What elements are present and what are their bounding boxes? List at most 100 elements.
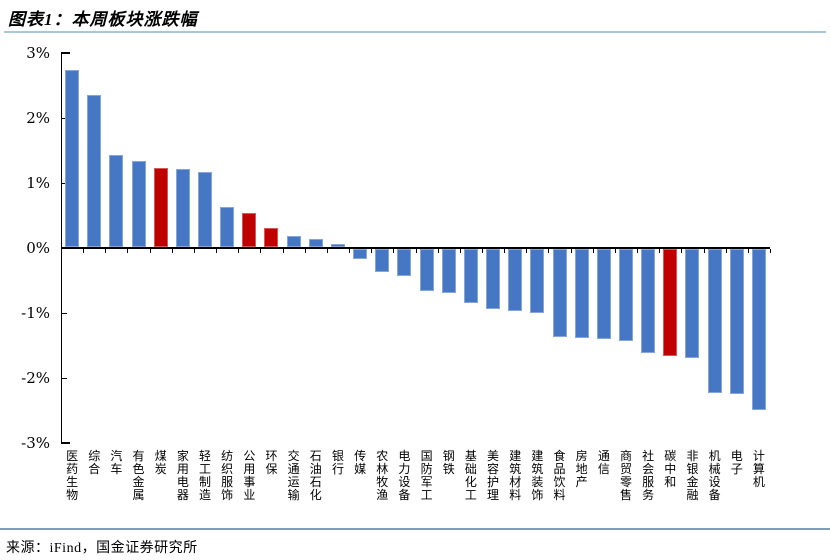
y-axis-label: -2%	[21, 369, 50, 387]
category-label-建筑材料: 建筑材料	[509, 449, 522, 502]
bar-国防军工	[419, 249, 434, 292]
bar-农林牧渔	[375, 249, 390, 272]
category-label-国防军工: 国防军工	[420, 449, 433, 502]
category-label-汽车: 汽车	[110, 449, 123, 476]
bar-机械设备	[707, 249, 722, 393]
category-label-房地产: 房地产	[575, 449, 588, 489]
x-axis-tick	[725, 249, 727, 253]
category-label-社会服务: 社会服务	[642, 449, 655, 502]
category-label-传媒: 传媒	[354, 449, 367, 476]
x-axis-tick	[703, 249, 705, 253]
category-label-交通运输: 交通运输	[287, 449, 300, 502]
x-axis-tick	[216, 249, 218, 253]
x-axis-tick	[770, 249, 771, 253]
x-axis-tick	[326, 249, 328, 253]
x-axis-line	[61, 247, 770, 249]
bar-建筑装饰	[530, 249, 545, 313]
y-axis-label: -1%	[21, 304, 50, 322]
x-axis-tick	[637, 249, 639, 253]
bar-基础化工	[463, 249, 478, 303]
x-axis-tick	[459, 249, 461, 253]
category-label-医药生物: 医药生物	[66, 449, 79, 502]
footer-separator-line	[0, 528, 830, 530]
bar-传媒	[353, 249, 368, 259]
x-axis-tick	[149, 249, 151, 253]
bar-环保	[264, 227, 279, 247]
x-axis-tick	[504, 249, 506, 253]
title-separator-line	[4, 31, 826, 33]
category-label-轻工制造: 轻工制造	[199, 449, 212, 502]
x-axis-tick	[171, 249, 173, 253]
bar-家用电器	[175, 169, 190, 247]
x-axis-tick	[105, 249, 107, 253]
category-label-石油石化: 石油石化	[309, 449, 322, 502]
category-label-农林牧渔: 农林牧渔	[376, 449, 389, 502]
x-axis-tick	[747, 249, 749, 253]
y-axis-tick	[61, 183, 67, 184]
x-axis-tick	[349, 249, 351, 253]
bar-交通运输	[286, 235, 301, 247]
bar-社会服务	[641, 249, 656, 353]
x-axis-tick	[304, 249, 306, 253]
x-axis-tick	[83, 249, 85, 253]
y-axis-tick	[61, 52, 70, 54]
x-axis-tick	[437, 249, 439, 253]
y-axis-tick	[61, 378, 67, 379]
x-axis-tick	[61, 249, 62, 253]
bar-食品饮料	[552, 249, 567, 338]
y-axis-tick	[61, 118, 67, 119]
bar-纺织服饰	[220, 207, 235, 247]
category-label-碳中和: 碳中和	[664, 449, 677, 489]
category-label-电子: 电子	[730, 449, 743, 476]
category-label-综合: 综合	[88, 449, 101, 476]
category-label-商贸零售: 商贸零售	[619, 449, 632, 502]
x-axis-tick	[282, 249, 284, 253]
bar-有色金属	[131, 161, 146, 247]
y-axis-label: 2%	[26, 109, 50, 127]
x-axis-tick	[659, 249, 661, 253]
x-axis-tick	[238, 249, 240, 253]
bar-碳中和	[663, 249, 678, 357]
bar-轻工制造	[198, 172, 213, 247]
x-axis-tick	[193, 249, 195, 253]
bar-商贸零售	[618, 249, 633, 342]
x-axis-tick	[371, 249, 373, 253]
bar-公用事业	[242, 213, 257, 247]
category-label-美容护理: 美容护理	[487, 449, 500, 502]
x-axis-tick	[570, 249, 572, 253]
category-label-基础化工: 基础化工	[464, 449, 477, 502]
bar-医药生物	[65, 70, 80, 247]
x-axis-tick	[481, 249, 483, 253]
x-axis-tick	[614, 249, 616, 253]
bar-煤炭	[153, 167, 168, 247]
y-axis-tick	[61, 442, 70, 444]
category-label-家用电器: 家用电器	[176, 449, 189, 502]
category-label-钢铁: 钢铁	[442, 449, 455, 476]
category-label-建筑装饰: 建筑装饰	[531, 449, 544, 502]
x-axis-tick	[393, 249, 395, 253]
bar-计算机	[751, 249, 766, 410]
bar-非银金融	[685, 249, 700, 358]
x-axis-tick	[127, 249, 129, 253]
bar-美容护理	[486, 249, 501, 310]
category-label-通信: 通信	[597, 449, 610, 476]
bar-银行	[330, 243, 345, 247]
category-label-纺织服饰: 纺织服饰	[221, 449, 234, 502]
category-label-有色金属: 有色金属	[132, 449, 145, 502]
bar-通信	[596, 249, 611, 340]
x-axis-tick	[681, 249, 683, 253]
category-label-机械设备: 机械设备	[708, 449, 721, 502]
chart-title: 图表1：本周板块涨跌幅	[8, 10, 198, 29]
category-label-食品饮料: 食品饮料	[553, 449, 566, 502]
bar-电子	[729, 249, 744, 394]
y-axis-tick	[61, 313, 67, 314]
category-label-银行: 银行	[331, 449, 344, 476]
category-label-计算机: 计算机	[752, 449, 765, 489]
source-text: 来源：iFind，国金证券研究所	[6, 541, 198, 556]
bar-石油石化	[308, 239, 323, 247]
x-axis-tick	[548, 249, 550, 253]
bar-钢铁	[441, 249, 456, 293]
bar-汽车	[109, 155, 124, 247]
